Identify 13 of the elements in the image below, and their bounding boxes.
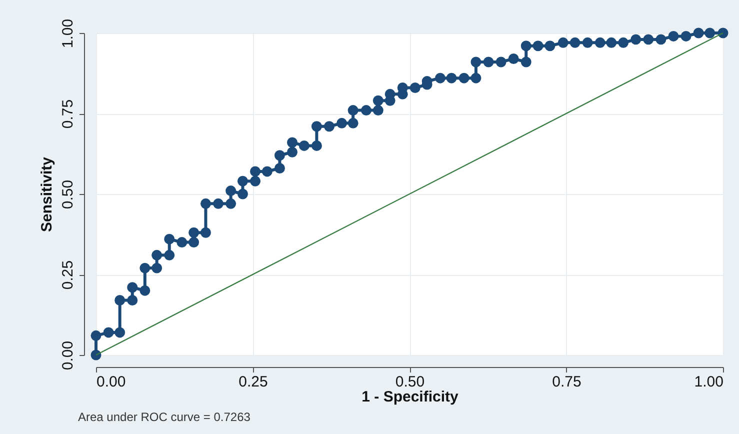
y-tick-label: 0.25 bbox=[60, 260, 76, 290]
x-tick-label: 0.00 bbox=[96, 374, 126, 390]
x-tick-label: 0.25 bbox=[238, 374, 268, 390]
y-tick-label: 0.50 bbox=[60, 180, 76, 210]
x-axis-title: 1 - Specificity bbox=[362, 388, 460, 406]
text: Area under ROC curve = 0.7263 bbox=[78, 410, 251, 424]
y-tick-label: 1.00 bbox=[60, 18, 76, 48]
y-tick-label: 0.00 bbox=[60, 340, 76, 370]
y-tick-label: 0.75 bbox=[60, 99, 76, 129]
y-axis-title: Sensitivity bbox=[38, 156, 56, 232]
x-tick-label: 0.50 bbox=[395, 374, 425, 390]
x-tick-label: 1.00 bbox=[694, 374, 724, 390]
x-tick-label: 0.75 bbox=[552, 374, 582, 390]
